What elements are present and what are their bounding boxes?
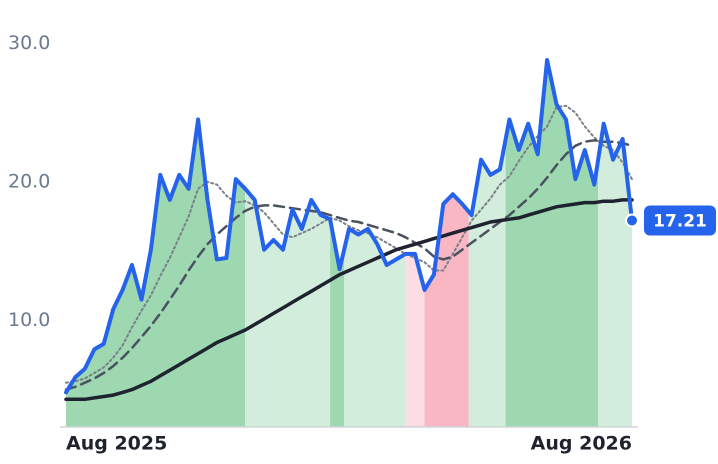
series-line [64,58,634,395]
regime-band [405,60,425,427]
lines [64,58,639,402]
x-tick-label: Aug 2025 [66,433,167,455]
series-line [64,139,634,391]
value-badge [644,205,716,236]
series-line [64,198,634,402]
regime-band [468,60,506,427]
regime-band [330,60,345,427]
regime-band [344,60,406,427]
last-point [625,213,639,228]
y-tick-label: 10.0 [8,309,50,331]
value-label: 17.21 [653,211,707,231]
y-tick-label: 30.0 [8,32,50,54]
regime-band [505,60,599,427]
labels: 10.0 20.0 30.0 Aug 2025 Aug 2026 17.21 [8,32,716,455]
x-tick-label: Aug 2026 [531,433,632,455]
regime-band [598,60,632,427]
y-tick-label: 20.0 [8,170,50,192]
regime-band [424,60,469,427]
